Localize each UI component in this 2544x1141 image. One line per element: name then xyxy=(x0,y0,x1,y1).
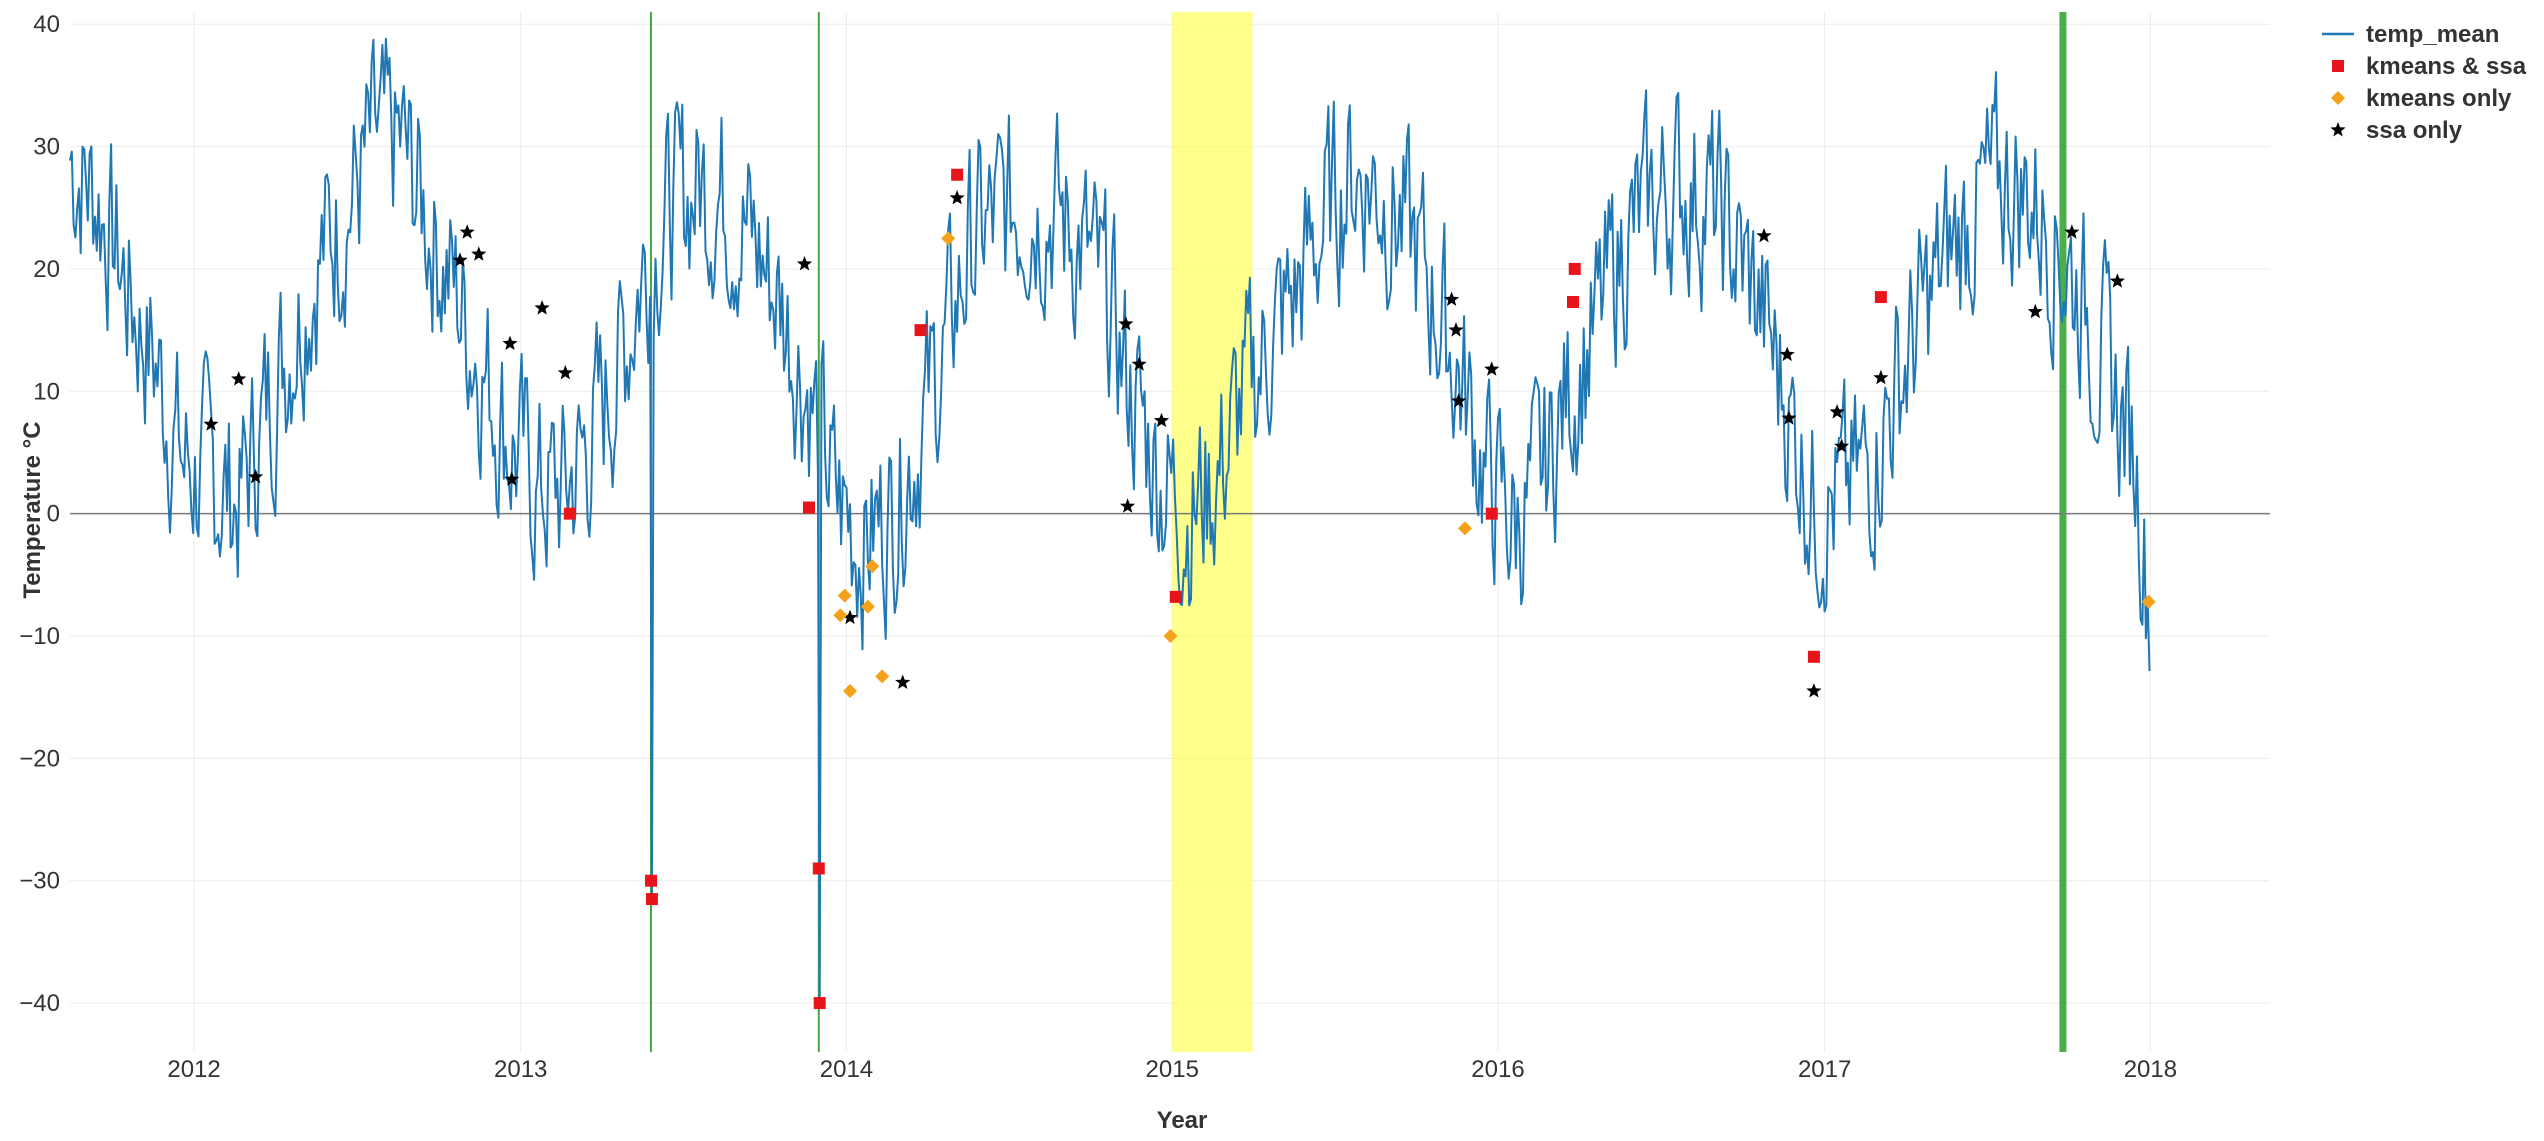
ssa-only-marker xyxy=(1118,316,1134,331)
legend-item[interactable]: ssa only xyxy=(2330,117,2463,144)
kmeans-ssa-marker xyxy=(645,893,658,906)
kmeans-only-marker xyxy=(1163,629,1178,643)
y-tick-label: 20 xyxy=(33,256,60,283)
y-axis-ticks: 40 30 20 10 0 −10 −20 −30 −40 xyxy=(19,11,60,1017)
y-tick-label: 10 xyxy=(33,378,60,405)
ssa-only-marker xyxy=(248,468,264,484)
kmeans-ssa-marker xyxy=(1566,295,1579,308)
kmeans-only-marker xyxy=(2141,594,2156,609)
ssa-only-marker xyxy=(1120,498,1136,513)
ssa-only-marker xyxy=(1781,410,1797,425)
series-lines xyxy=(69,37,2151,1005)
y-tick-label: 0 xyxy=(47,501,60,528)
grid-lines xyxy=(70,12,2270,1052)
kmeans-only-marker xyxy=(837,588,852,603)
x-tick-label: 2014 xyxy=(820,1056,873,1083)
y-tick-label: −30 xyxy=(19,868,60,895)
kmeans-only-marker xyxy=(833,608,848,623)
kmeans-ssa-marker xyxy=(1485,507,1498,520)
kmeans-ssa-marker xyxy=(802,501,815,514)
legend-marker-swatch xyxy=(2330,122,2346,137)
kmeans-ssa-marker xyxy=(813,997,826,1010)
ssa-only-marker xyxy=(452,252,468,267)
kmeans-ssa-marker xyxy=(645,874,658,887)
ssa-only-marker xyxy=(842,609,858,625)
kmeans-only-marker xyxy=(843,684,858,699)
ssa-only-marker xyxy=(471,246,487,261)
legend-marker-swatch xyxy=(2331,91,2345,105)
kmeans-ssa-marker xyxy=(914,324,927,337)
ssa-only-marker xyxy=(796,256,813,271)
ssa-only-marker xyxy=(1131,356,1147,371)
ssa-only-marker xyxy=(1444,291,1460,306)
ssa-only-marker xyxy=(1779,346,1795,362)
temp-mean-line xyxy=(69,37,2151,1005)
kmeans-only-marker xyxy=(860,599,875,614)
ssa-only-marker xyxy=(949,190,965,205)
kmeans-only-marker xyxy=(941,231,956,246)
ssa-only-marker xyxy=(557,364,573,380)
x-axis-ticks: 2012 2013 2014 2015 2016 2017 2018 xyxy=(167,1056,2177,1083)
x-tick-label: 2016 xyxy=(1471,1056,1524,1083)
kmeans-only-marker xyxy=(875,669,890,684)
series-markers xyxy=(203,168,2156,1010)
kmeans-ssa-marker xyxy=(1568,262,1581,275)
ssa-only-marker xyxy=(459,224,475,239)
ssa-only-marker xyxy=(203,416,219,431)
legend-label: kmeans only xyxy=(2366,85,2512,112)
vertical-markers xyxy=(650,12,2067,1052)
ssa-only-marker xyxy=(1484,361,1500,376)
ssa-only-marker xyxy=(534,300,550,315)
legend-label: temp_mean xyxy=(2366,21,2499,48)
ssa-only-marker xyxy=(504,471,520,486)
ssa-only-marker xyxy=(231,371,247,386)
kmeans-ssa-marker xyxy=(563,507,576,520)
y-tick-label: −10 xyxy=(19,623,60,650)
ssa-only-marker xyxy=(1451,393,1467,408)
ssa-only-marker xyxy=(2109,273,2125,288)
legend-marker-swatch xyxy=(2332,60,2344,72)
kmeans-only-marker xyxy=(1457,521,1472,536)
legend-label: ssa only xyxy=(2366,117,2463,144)
ssa-only-marker xyxy=(1756,227,1772,243)
legend-item[interactable]: kmeans only xyxy=(2331,85,2512,112)
legend-label: kmeans & ssa xyxy=(2366,53,2527,80)
x-tick-label: 2013 xyxy=(494,1056,547,1083)
kmeans-ssa-marker xyxy=(1874,291,1887,304)
legend-item[interactable]: kmeans & ssa xyxy=(2332,53,2527,80)
y-tick-label: −20 xyxy=(19,745,60,772)
kmeans-ssa-marker xyxy=(1807,650,1820,663)
ssa-only-marker xyxy=(1448,322,1464,337)
y-axis-title: Temperature °C xyxy=(19,421,46,598)
ssa-only-marker xyxy=(1873,369,1889,385)
ssa-only-marker xyxy=(1153,412,1170,428)
ssa-only-marker xyxy=(895,674,911,689)
y-tick-label: 30 xyxy=(33,134,60,161)
ssa-only-marker xyxy=(502,335,518,350)
x-axis-title: Year xyxy=(1157,1107,1208,1134)
kmeans-ssa-marker xyxy=(812,862,825,875)
kmeans-ssa-marker xyxy=(1169,590,1182,603)
kmeans-ssa-marker xyxy=(951,168,964,181)
y-tick-label: 40 xyxy=(33,11,60,38)
x-tick-label: 2018 xyxy=(2124,1056,2177,1083)
y-tick-label: −40 xyxy=(19,990,60,1017)
ssa-only-marker xyxy=(2064,224,2080,239)
x-tick-label: 2017 xyxy=(1798,1056,1851,1083)
ssa-only-marker xyxy=(1806,683,1822,698)
ssa-only-marker xyxy=(2027,303,2043,319)
kmeans-only-marker xyxy=(865,559,880,574)
legend-item[interactable]: temp_mean xyxy=(2322,21,2499,48)
ssa-only-marker xyxy=(1834,438,1850,453)
x-tick-label: 2012 xyxy=(167,1056,220,1083)
x-tick-label: 2015 xyxy=(1146,1056,1199,1083)
ssa-only-marker xyxy=(1829,404,1845,419)
